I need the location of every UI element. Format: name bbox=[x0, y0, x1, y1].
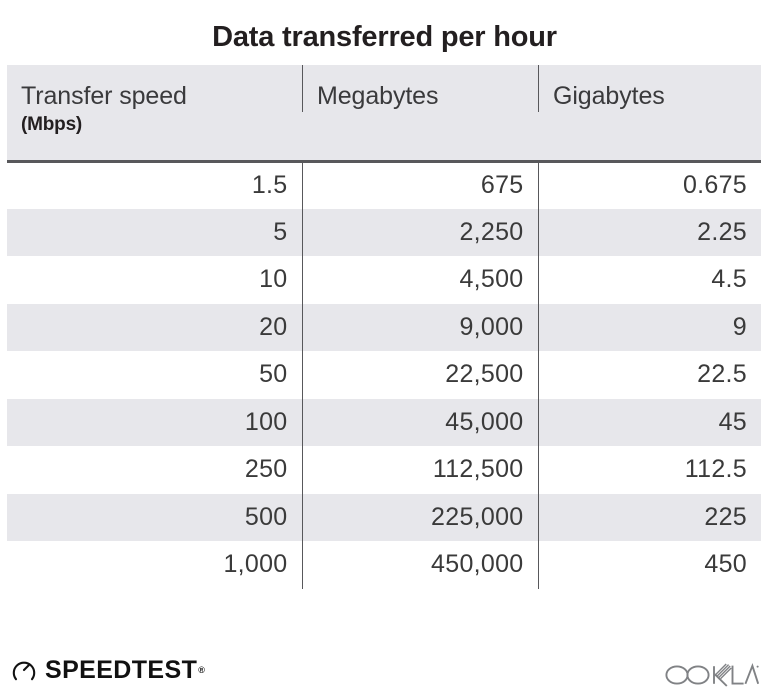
table-row: 50 22,500 22.5 bbox=[7, 351, 761, 399]
table-row: 1,000 450,000 450 bbox=[7, 541, 761, 589]
cell-gigabytes: 22.5 bbox=[537, 351, 761, 399]
cell-megabytes: 675 bbox=[301, 161, 538, 209]
cell-gigabytes: 112.5 bbox=[537, 446, 761, 494]
cell-transfer-speed: 10 bbox=[259, 265, 288, 294]
cell-transfer-speed: 20 bbox=[7, 303, 302, 351]
speedtest-wordmark: SPEEDTEST bbox=[45, 656, 198, 684]
column-header-megabytes: Megabytes bbox=[302, 65, 538, 163]
cell-transfer-speed: 1,000 bbox=[223, 550, 288, 579]
page-title: Data transferred per hour bbox=[212, 21, 557, 53]
cell-megabytes: 225,000 bbox=[301, 493, 538, 541]
cell-transfer-speed: 100 bbox=[7, 398, 302, 446]
cell-transfer-speed: 250 bbox=[244, 455, 288, 484]
table-body: 1.5 675 0.675 5 2,250 2.25 10 4,500 4.5 20 9,000 9 5… bbox=[7, 161, 761, 589]
cell-megabytes: 9,000 bbox=[301, 303, 538, 351]
table-row: 5 2,250 2.25 bbox=[7, 208, 761, 256]
data-table: Transfer speed (Mbps) Megabytes Gigabyte… bbox=[7, 65, 761, 589]
column-header-transfer-speed: Transfer speed (Mbps) bbox=[7, 65, 302, 163]
table-header: Transfer speed (Mbps) Megabytes Gigabyte… bbox=[7, 65, 761, 163]
cell-gigabytes: 4.5 bbox=[537, 256, 761, 304]
speedtest-logo: SPEEDTEST ® bbox=[11, 657, 205, 683]
cell-gigabytes: 45 bbox=[537, 398, 761, 446]
cell-gigabytes: 225 bbox=[537, 493, 761, 541]
cell-transfer-speed: 5 bbox=[7, 208, 302, 256]
ookla-logo bbox=[664, 659, 760, 687]
column-header-gigabytes-label: Gigabytes bbox=[553, 82, 665, 110]
data-table-container: Transfer speed (Mbps) Megabytes Gigabyte… bbox=[7, 65, 761, 589]
column-header-transfer-speed-unit: (Mbps) bbox=[21, 114, 83, 135]
table-row: 10 4,500 4.5 bbox=[7, 256, 761, 304]
cell-megabytes: 112,500 bbox=[301, 446, 538, 494]
cell-transfer-speed: 50 bbox=[259, 360, 288, 389]
cell-megabytes: 450,000 bbox=[301, 541, 538, 589]
cell-megabytes: 4,500 bbox=[301, 256, 538, 304]
cell-transfer-speed: 1.5 bbox=[251, 171, 288, 199]
cell-gigabytes: 2.25 bbox=[537, 208, 761, 256]
speedometer-gauge-icon bbox=[11, 657, 37, 683]
cell-megabytes: 22,500 bbox=[301, 351, 538, 399]
table-row: 20 9,000 9 bbox=[7, 303, 761, 351]
footer: SPEEDTEST ® bbox=[0, 645, 769, 698]
cell-megabytes: 45,000 bbox=[301, 398, 538, 446]
table-row: 100 45,000 45 bbox=[7, 398, 761, 446]
cell-megabytes: 2,250 bbox=[301, 208, 538, 256]
column-header-transfer-speed-label: Transfer speed bbox=[21, 82, 187, 110]
cell-gigabytes: 0.675 bbox=[537, 161, 761, 209]
table-header-row: Transfer speed (Mbps) Megabytes Gigabyte… bbox=[7, 65, 761, 163]
cell-transfer-speed: 500 bbox=[7, 493, 302, 541]
table-row: 1.5 675 0.675 bbox=[7, 161, 761, 209]
table-row: 250 112,500 112.5 bbox=[7, 446, 761, 494]
column-header-gigabytes: Gigabytes bbox=[538, 65, 761, 163]
column-header-megabytes-label: Megabytes bbox=[317, 82, 439, 110]
cell-gigabytes: 450 bbox=[537, 541, 761, 589]
cell-gigabytes: 9 bbox=[537, 303, 761, 351]
table-row: 500 225,000 225 bbox=[7, 493, 761, 541]
speedtest-trademark-symbol: ® bbox=[198, 665, 205, 675]
